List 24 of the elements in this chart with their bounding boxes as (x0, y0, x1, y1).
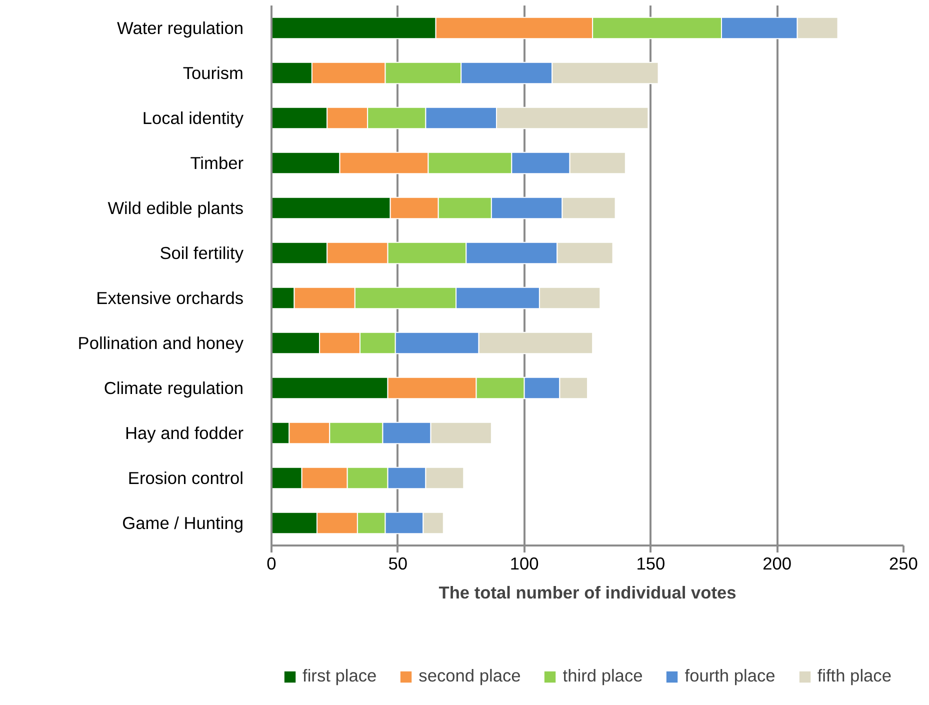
y-tick-label: Game / Hunting (122, 513, 244, 533)
y-tick-label: Pollination and honey (78, 333, 244, 353)
y-tick-label: Hay and fodder (125, 423, 244, 443)
legend-label: third place (562, 666, 643, 686)
y-tick-label: Extensive orchards (96, 288, 244, 308)
y-tick-label: Timber (190, 153, 244, 173)
y-tick-label: Erosion control (128, 468, 244, 488)
y-tick-label: Climate regulation (104, 378, 244, 398)
x-axis-title: The total number of individual votes (438, 582, 736, 602)
x-tick-label: 150 (636, 554, 666, 574)
x-tick-label: 100 (510, 554, 539, 574)
y-tick-label: Wild edible plants (108, 198, 244, 218)
y-tick-label: Local identity (142, 108, 244, 128)
legend-label: second place (418, 666, 521, 686)
x-tick-label: 250 (889, 554, 918, 574)
x-tick-label: 50 (388, 554, 408, 574)
y-tick-label: Soil fertility (160, 243, 244, 263)
y-tick-label: Water regulation (117, 18, 244, 38)
y-tick-label: Tourism (182, 63, 244, 83)
legend-label: fourth place (684, 666, 776, 686)
legend-label: fifth place (817, 666, 892, 686)
x-tick-label: 0 (266, 554, 276, 574)
x-tick-label: 200 (762, 554, 792, 574)
legend-label: first place (302, 666, 377, 686)
